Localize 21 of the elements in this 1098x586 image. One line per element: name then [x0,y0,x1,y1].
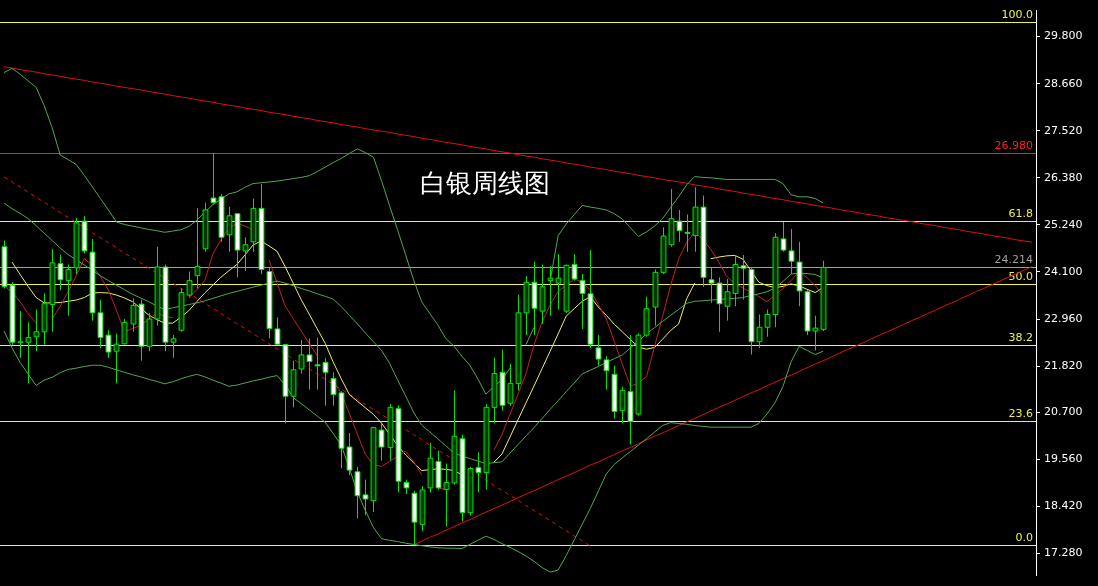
y-tick-label: 18.420 [1044,499,1083,513]
y-tick-label: 19.560 [1044,452,1083,466]
y-tick-label: 21.820 [1044,358,1083,372]
y-tick-label: 29.800 [1044,29,1083,43]
y-tick-label: 25.240 [1044,217,1083,231]
y-tick-label: 17.280 [1044,546,1083,560]
text: 白银周线图 [419,168,550,199]
y-tick-label: 20.700 [1044,405,1083,419]
annotation: 23.6 [1008,407,1033,421]
annotation: 61.8 [1008,207,1033,221]
ref-line-label: 26.980 [994,138,1033,152]
annotation: 38.2 [1008,331,1033,345]
y-tick-label: 28.660 [1044,76,1083,90]
y-tick-label: 24.100 [1044,264,1083,278]
annotation: 50.0 [1008,270,1033,284]
annotation: 100.0 [1001,8,1033,22]
ref-line-label: 24.214 [994,252,1033,266]
y-tick-label: 22.960 [1044,311,1083,325]
y-tick-label: 27.520 [1044,123,1083,137]
y-tick-label: 26.380 [1044,170,1083,184]
annotation: 0.0 [1015,531,1033,545]
